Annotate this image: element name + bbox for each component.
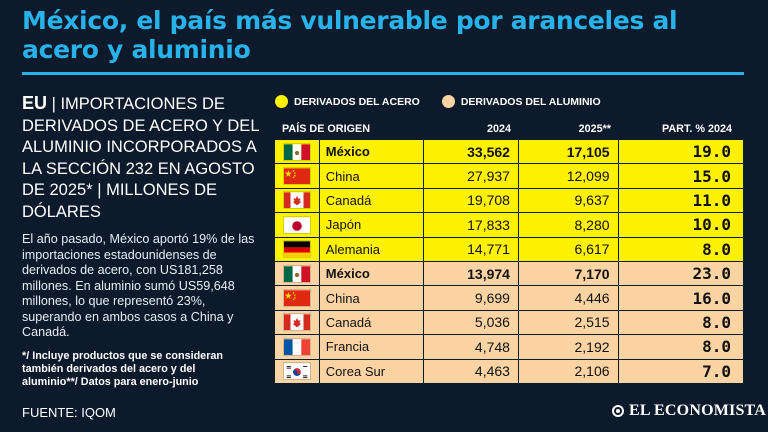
flag-cell — [275, 237, 320, 261]
chart-subtitle: EU | IMPORTACIONES DE DERIVADOS DE ACERO… — [22, 93, 262, 223]
source-label: FUENTE: IQOM — [22, 405, 116, 420]
mexico-flag-icon — [282, 264, 311, 283]
japan-flag-icon — [282, 215, 311, 234]
flag-cell — [275, 359, 320, 383]
value-2024-cell: 5,036 — [424, 310, 519, 335]
value-2025-cell: 8,280 — [519, 213, 619, 237]
share-cell: 7.0 — [702, 361, 732, 381]
value-2024-cell: 4,748 — [424, 335, 519, 359]
share-cell: 8.0 — [702, 239, 732, 259]
share-cell: 10.0 — [692, 215, 732, 235]
flag-cell — [275, 213, 320, 237]
table-header: PAÍS DE ORIGEN 2024 2025** PART. % 2024 — [274, 119, 744, 139]
table-row: Canadá 19,708 9,637 11.0 — [275, 188, 743, 214]
flag-cell — [275, 188, 320, 213]
value-2025-cell: 9,637 — [519, 188, 619, 213]
legend-item-steel: DERIVADOS DEL ACERO — [275, 95, 420, 108]
value-2024-cell: 4,463 — [424, 359, 519, 383]
country-cell: Francia — [320, 335, 425, 359]
flag-cell — [275, 310, 320, 335]
value-2024-cell: 9,699 — [424, 286, 519, 310]
country-cell: Canadá — [320, 188, 425, 213]
chart-legend: DERIVADOS DEL ACERO DERIVADOS DEL ALUMIN… — [275, 95, 601, 108]
share-cell: 16.0 — [692, 288, 732, 308]
south-korea-flag-icon — [282, 362, 311, 381]
country-cell: México — [320, 140, 425, 164]
value-2025-cell: 4,446 — [519, 286, 619, 310]
share-cell: 23.0 — [692, 264, 732, 284]
legend-label-steel: DERIVADOS DEL ACERO — [294, 95, 420, 108]
canada-flag-icon — [282, 313, 311, 332]
title-divider — [22, 72, 744, 75]
table-row: Japón 17,833 8,280 10.0 — [275, 213, 743, 238]
share-cell: 8.0 — [702, 337, 732, 357]
table-row: Corea Sur 4,463 2,106 7.0 — [275, 359, 743, 384]
value-2025-cell: 2,106 — [519, 359, 619, 383]
table-row: Alemania 14,771 6,617 8.0 — [275, 237, 743, 262]
share-cell: 8.0 — [702, 312, 732, 332]
flag-cell — [275, 164, 320, 188]
column-header-2025: 2025** — [578, 123, 611, 135]
country-cell: Corea Sur — [320, 359, 425, 383]
country-cell: Canadá — [320, 310, 425, 335]
value-2025-cell: 17,105 — [519, 140, 619, 164]
body-paragraph: El año pasado, México aportó 19% de las … — [22, 232, 255, 339]
column-header-country: PAÍS DE ORIGEN — [282, 123, 370, 135]
flag-cell — [275, 140, 320, 164]
brand-icon — [612, 405, 624, 417]
share-cell: 15.0 — [692, 166, 732, 186]
table-row: Francia 4,748 2,192 8.0 — [275, 335, 743, 360]
table-body: México 33,562 17,105 19.0 China 27,937 12,099 1… — [274, 139, 744, 385]
value-2024-cell: 13,974 — [424, 261, 519, 286]
table-row: China 9,699 4,446 16.0 — [275, 286, 743, 311]
flag-cell — [275, 286, 320, 310]
value-2024-cell: 17,833 — [424, 213, 519, 237]
table-row: China 27,937 12,099 15.0 — [275, 164, 743, 189]
legend-label-aluminum: DERIVADOS DEL ALUMINIO — [460, 95, 601, 108]
legend-swatch-aluminum — [441, 95, 455, 108]
subtitle-text: | IMPORTACIONES DE DERIVADOS DE ACERO Y … — [22, 95, 259, 221]
flag-cell — [275, 335, 320, 359]
data-table: PAÍS DE ORIGEN 2024 2025** PART. % 2024 … — [274, 119, 744, 385]
column-header-share: PART. % 2024 — [661, 123, 732, 135]
legend-swatch-steel — [275, 95, 288, 108]
germany-flag-icon — [282, 240, 311, 259]
footnote: */ Incluye productos que se consideran t… — [22, 350, 223, 388]
value-2025-cell: 2,515 — [519, 310, 619, 335]
value-2025-cell: 6,617 — [519, 237, 619, 261]
value-2025-cell: 7,170 — [519, 261, 619, 286]
page-title: México, el país más vulnerable por aranc… — [22, 6, 678, 64]
share-cell: 19.0 — [692, 142, 732, 162]
table-row: Canadá 5,036 2,515 8.0 — [275, 310, 743, 336]
table-row: México 13,974 7,170 23.0 — [275, 261, 743, 287]
brand-logo: EL ECONOMISTA — [612, 402, 766, 420]
subtitle-lead: EU — [22, 93, 48, 113]
country-cell: Japón — [320, 213, 425, 237]
value-2024-cell: 14,771 — [424, 237, 519, 261]
country-cell: Alemania — [320, 237, 425, 261]
country-cell: México — [320, 261, 425, 286]
legend-item-aluminum: DERIVADOS DEL ALUMINIO — [441, 95, 601, 108]
share-cell: 11.0 — [692, 190, 732, 210]
china-flag-icon — [282, 167, 311, 186]
value-2024-cell: 19,708 — [424, 188, 519, 213]
table-row: México 33,562 17,105 19.0 — [275, 140, 743, 165]
brand-name: EL ECONOMISTA — [629, 402, 766, 419]
china-flag-icon — [282, 289, 311, 308]
flag-cell — [275, 261, 320, 286]
value-2024-cell: 33,562 — [424, 140, 519, 164]
value-2025-cell: 2,192 — [519, 335, 619, 359]
column-header-2024: 2024 — [486, 123, 511, 135]
country-cell: China — [320, 286, 425, 310]
value-2024-cell: 27,937 — [424, 164, 519, 188]
france-flag-icon — [282, 337, 311, 356]
value-2025-cell: 12,099 — [519, 164, 619, 188]
canada-flag-icon — [282, 191, 311, 210]
mexico-flag-icon — [282, 142, 311, 161]
country-cell: China — [320, 164, 425, 188]
